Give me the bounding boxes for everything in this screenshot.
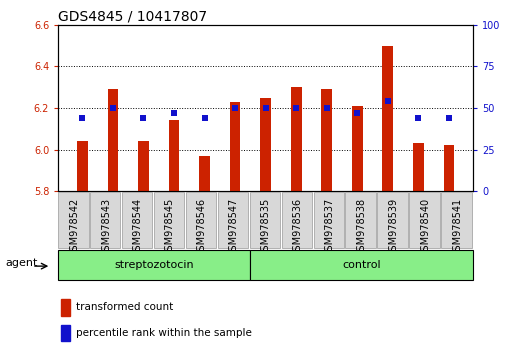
Point [231,105,239,111]
Text: GSM978543: GSM978543 [101,198,111,257]
FancyBboxPatch shape [217,192,247,249]
Point [444,115,452,121]
Bar [290,87,301,191]
Bar [443,145,453,191]
Bar [168,120,179,191]
Text: control: control [341,259,380,270]
Bar [382,46,392,191]
Point [352,110,361,116]
FancyBboxPatch shape [122,192,152,249]
FancyBboxPatch shape [440,192,471,249]
Bar [61,299,70,315]
Text: GSM978547: GSM978547 [228,198,238,257]
Text: GSM978538: GSM978538 [356,198,366,257]
Text: GSM978546: GSM978546 [196,198,207,257]
Text: agent: agent [6,258,38,268]
Bar [249,250,472,280]
Bar [138,141,148,191]
Bar [61,325,70,341]
Text: percentile rank within the sample: percentile rank within the sample [75,328,251,338]
Bar [412,143,423,191]
FancyBboxPatch shape [249,192,279,249]
Bar [108,89,118,191]
Bar [229,102,240,191]
Text: GSM978539: GSM978539 [387,198,397,257]
FancyBboxPatch shape [313,192,343,249]
Bar [199,156,210,191]
Point [78,115,86,121]
Point [139,115,147,121]
FancyBboxPatch shape [345,192,375,249]
Text: GSM978545: GSM978545 [165,198,175,257]
FancyBboxPatch shape [281,192,311,249]
Point [109,105,117,111]
Bar [260,98,271,191]
Text: GSM978542: GSM978542 [69,198,79,257]
FancyBboxPatch shape [377,192,407,249]
Point [383,98,391,104]
FancyBboxPatch shape [58,192,88,249]
Point [261,105,269,111]
FancyBboxPatch shape [409,192,439,249]
Text: GSM978541: GSM978541 [451,198,461,257]
Text: GSM978535: GSM978535 [260,198,270,257]
Point [322,105,330,111]
Bar [58,250,249,280]
Point [414,115,422,121]
Bar [77,141,87,191]
Text: streptozotocin: streptozotocin [114,259,193,270]
Text: GSM978537: GSM978537 [324,198,334,257]
Bar [351,106,362,191]
Text: GSM978540: GSM978540 [420,198,429,257]
Point [291,105,299,111]
Text: GDS4845 / 10417807: GDS4845 / 10417807 [58,10,207,24]
Bar [321,89,331,191]
Point [170,110,178,116]
Text: GSM978544: GSM978544 [133,198,143,257]
Point [200,115,208,121]
Text: transformed count: transformed count [75,302,173,312]
FancyBboxPatch shape [185,192,216,249]
FancyBboxPatch shape [90,192,120,249]
FancyBboxPatch shape [154,192,184,249]
Text: GSM978536: GSM978536 [292,198,302,257]
